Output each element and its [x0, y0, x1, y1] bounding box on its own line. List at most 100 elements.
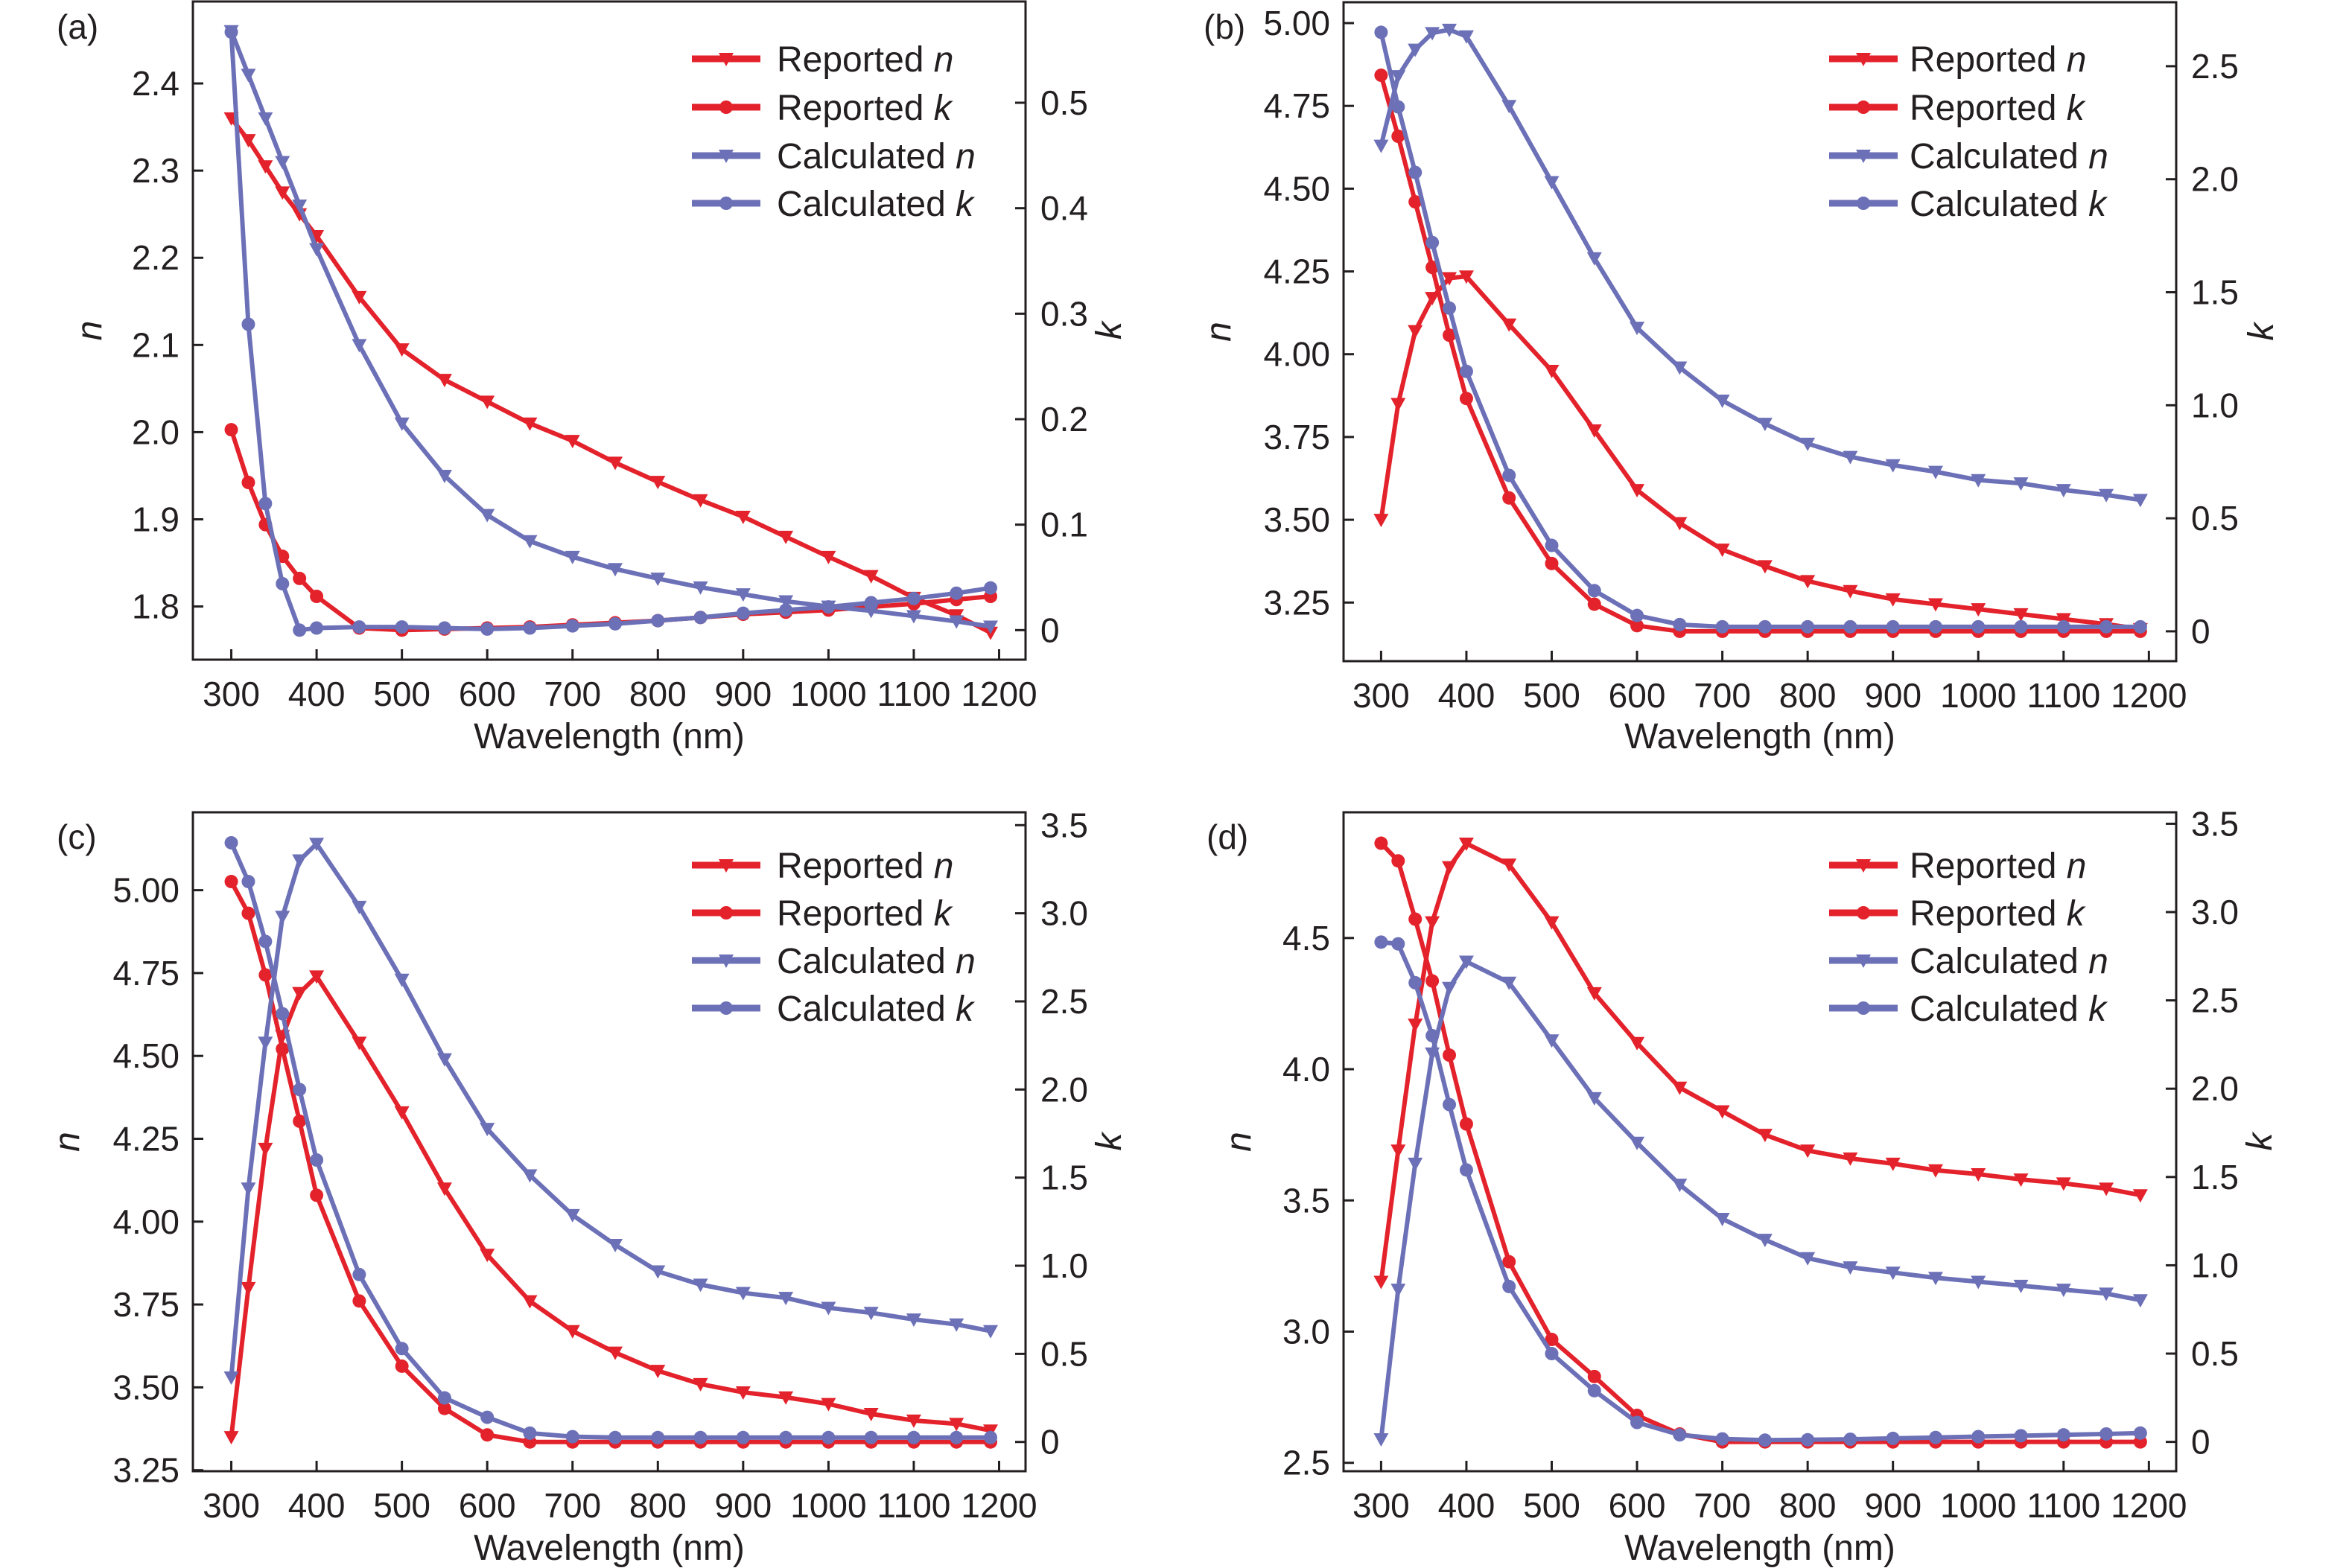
data-point-triangle	[1672, 1081, 1688, 1095]
data-point-triangle	[1501, 858, 1517, 873]
data-point-circle	[310, 621, 324, 635]
data-point-circle	[310, 1188, 324, 1202]
data-point-circle	[2056, 619, 2070, 634]
y2-tick-label: 0.5	[1040, 1334, 1088, 1373]
data-point-triangle	[1373, 1275, 1389, 1290]
data-point-triangle	[1458, 955, 1474, 969]
data-point-triangle	[480, 509, 495, 523]
data-point-triangle	[1630, 1136, 1645, 1150]
series-line	[229, 30, 991, 629]
data-point-triangle	[2013, 477, 2029, 491]
y2-tick-label: 1.5	[2191, 1158, 2239, 1196]
y2-tick-label: 0	[2191, 1423, 2210, 1462]
data-point-triangle	[2099, 488, 2114, 503]
y-tick-label: 4.50	[1263, 169, 1330, 208]
x-tick-label: 300	[1352, 1486, 1410, 1525]
data-point-circle	[736, 1430, 750, 1444]
data-point-circle	[1587, 584, 1601, 598]
data-point-circle	[565, 1430, 579, 1444]
data-point-triangle	[821, 1398, 836, 1412]
data-point-triangle	[1501, 318, 1517, 332]
data-point-triangle	[1843, 450, 1858, 465]
x-tick-label: 1200	[2111, 676, 2187, 715]
data-point-triangle	[1630, 1036, 1645, 1051]
y2-tick-label: 2.0	[2191, 160, 2239, 199]
x-tick-label: 400	[1438, 676, 1495, 715]
panel-a: 300 400 500 600 700 800 900 1000 1100 1200 1.8 1.9 2…	[57, 0, 1129, 756]
data-point-circle	[395, 1342, 409, 1356]
legend-triangle-marker	[719, 53, 734, 66]
x-tick-label: 800	[629, 675, 687, 713]
y-tick-label: 4.00	[1263, 335, 1330, 374]
legend-label: Calculated k	[1910, 185, 2108, 224]
data-point-circle	[352, 1294, 366, 1308]
data-point-triangle	[608, 1346, 623, 1360]
data-point-circle	[258, 934, 273, 949]
series-line	[1379, 74, 2140, 634]
data-point-triangle	[1843, 1261, 1858, 1275]
data-point-triangle	[778, 1391, 794, 1405]
data-point-triangle	[1408, 325, 1423, 339]
series-calculated-k	[224, 835, 998, 1444]
legend-label: Reported n	[777, 40, 954, 80]
data-point-triangle	[1408, 1019, 1423, 1033]
data-point-circle	[310, 590, 324, 603]
data-point-circle	[276, 1042, 290, 1056]
data-point-triangle	[735, 1386, 751, 1400]
data-point-triangle	[2056, 1177, 2071, 1191]
data-point-circle	[1971, 1430, 1986, 1444]
data-point-triangle	[352, 339, 367, 353]
data-point-circle	[2056, 1428, 2070, 1442]
x-tick-label: 500	[373, 675, 430, 713]
y-axis-title: n	[70, 321, 109, 341]
data-point-triangle	[2099, 1287, 2114, 1301]
data-point-triangle	[1672, 517, 1688, 531]
data-point-triangle	[735, 510, 751, 524]
x-tick-label: 600	[459, 1486, 516, 1525]
data-point-triangle	[1885, 1266, 1901, 1281]
x-tick-label: 800	[1779, 676, 1837, 715]
data-point-circle	[2133, 1426, 2147, 1440]
x-tick-label: 700	[1694, 1486, 1751, 1525]
data-point-circle	[1408, 912, 1422, 926]
data-point-triangle	[394, 343, 410, 357]
data-point-triangle	[1425, 27, 1440, 41]
data-point-triangle	[522, 535, 538, 549]
data-point-circle	[1459, 364, 1473, 378]
data-point-circle	[293, 1083, 307, 1097]
data-point-triangle	[693, 494, 708, 508]
data-point-triangle	[778, 595, 794, 609]
x-tick-label: 700	[1694, 676, 1751, 715]
data-point-triangle	[352, 290, 367, 305]
data-point-circle	[1843, 619, 1857, 634]
y2-tick-label: 1.0	[1040, 1246, 1088, 1285]
data-point-circle	[1971, 619, 1986, 634]
y-axis-title: n	[1199, 322, 1239, 342]
data-point-triangle	[480, 1249, 495, 1263]
data-point-circle	[736, 606, 750, 620]
data-point-circle	[1886, 619, 1900, 634]
data-point-triangle	[1442, 861, 1457, 875]
x-tick-label: 300	[1352, 676, 1410, 715]
data-point-circle	[2133, 619, 2147, 634]
y-tick-label: 3.50	[112, 1368, 179, 1406]
y2-tick-label: 3.5	[2191, 804, 2239, 843]
data-point-circle	[276, 1007, 290, 1021]
data-point-triangle	[1885, 459, 1901, 473]
data-point-triangle	[241, 134, 256, 148]
data-point-triangle	[1971, 474, 1986, 488]
legend-entry: Reported n	[1829, 847, 2087, 886]
data-point-triangle	[436, 469, 452, 483]
y-tick-label: 5.00	[1263, 4, 1330, 42]
data-point-triangle	[480, 395, 495, 409]
data-point-triangle	[241, 1281, 256, 1295]
data-point-triangle	[1714, 395, 1730, 409]
y2-tick-label: 2.5	[2191, 47, 2239, 86]
data-point-circle	[1928, 1430, 1942, 1444]
data-point-circle	[1391, 854, 1405, 868]
data-point-triangle	[906, 1313, 921, 1328]
series-line	[229, 117, 992, 635]
legend-triangle-marker	[719, 859, 734, 873]
legend-label: Calculated k	[1910, 989, 2108, 1029]
data-point-triangle	[1927, 1164, 1943, 1178]
